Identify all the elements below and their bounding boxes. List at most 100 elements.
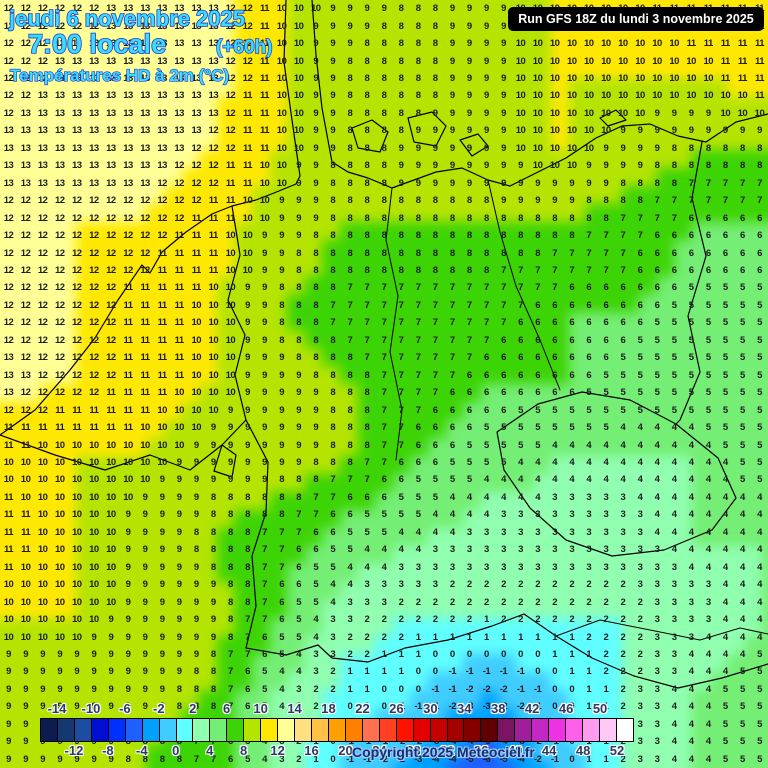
field-cell (23, 114, 41, 132)
field-cell (322, 78, 340, 96)
field-cell (586, 0, 604, 6)
field-cell (551, 582, 569, 600)
temp-value: 8 (364, 38, 370, 50)
temp-value: 11 (208, 230, 219, 242)
field-cell (480, 636, 499, 654)
field-cell (498, 114, 516, 132)
temp-value: 12 (89, 334, 99, 346)
temp-value: 9 (296, 160, 302, 172)
field-cell (23, 312, 41, 330)
temp-value: 12 (72, 369, 82, 381)
scale-label-bottom: 40 (507, 743, 523, 758)
field-cell (692, 402, 710, 420)
field-cell (357, 636, 376, 654)
scale-label-bottom: 20 (338, 743, 353, 758)
field-cell (762, 690, 768, 708)
field-cell (23, 600, 41, 618)
field-cell (0, 276, 6, 294)
temp-value: 8 (330, 352, 336, 364)
field-cell (181, 24, 200, 42)
temp-value: 12 (89, 3, 99, 15)
temp-value: 5 (757, 282, 762, 294)
temp-value: 1 (432, 631, 438, 643)
temp-value: 2 (313, 701, 319, 713)
temp-value: 3 (671, 631, 677, 643)
temp-value: 12 (37, 247, 48, 259)
field-cell (111, 474, 129, 492)
field-cell (322, 456, 340, 474)
field-cell (23, 60, 41, 78)
temp-value: 12 (20, 387, 31, 399)
temp-value: 12 (37, 212, 48, 224)
field-cell (445, 600, 464, 618)
temp-value: 10 (54, 509, 65, 521)
temp-value: 2 (518, 596, 523, 608)
temp-value: 7 (415, 352, 421, 364)
field-cell (762, 636, 768, 654)
temp-value: 13 (174, 38, 184, 50)
temp-value: 4 (688, 666, 694, 678)
temp-value: 10 (225, 317, 236, 329)
temp-value: 6 (552, 387, 558, 399)
field-cell (234, 60, 252, 78)
field-cell (128, 294, 147, 312)
scale-label-top: 10 (253, 701, 268, 716)
field-cell (76, 132, 94, 150)
temp-value: 7 (671, 195, 677, 207)
field-cell (40, 582, 59, 600)
temp-value: 4 (586, 474, 592, 486)
field-cell (0, 222, 6, 240)
field-cell (762, 150, 768, 168)
field-cell (164, 312, 182, 330)
field-cell (568, 744, 587, 762)
temp-value: 8 (381, 125, 387, 137)
temp-value: 3 (535, 526, 540, 538)
temp-value: 4 (705, 561, 711, 573)
temp-value: 10 (566, 55, 577, 67)
temp-value: 10 (20, 491, 31, 503)
field-cell (392, 600, 411, 618)
field-cell (322, 402, 340, 420)
temp-value: 12 (54, 369, 65, 381)
scale-label-top: 2 (189, 701, 197, 716)
temp-value: 11 (174, 352, 185, 364)
temp-value: 9 (142, 614, 148, 626)
temp-value: 9 (245, 334, 250, 346)
temp-value: 8 (415, 90, 421, 102)
field-cell (463, 474, 481, 492)
field-cell (656, 456, 675, 474)
field-cell (709, 510, 728, 528)
temp-value: 5 (535, 404, 540, 416)
temp-value: 4 (671, 509, 677, 521)
field-cell (76, 96, 94, 114)
field-cell (762, 528, 768, 546)
temp-value: 6 (279, 614, 284, 626)
temp-value: 11 (21, 422, 31, 434)
map-time-title: 7:00 locale (27, 28, 167, 60)
temp-value: 9 (108, 666, 114, 678)
temp-value: 10 (549, 107, 560, 119)
temp-value: 7 (739, 177, 745, 189)
field-cell (58, 672, 76, 690)
field-cell (516, 690, 534, 708)
temp-value: 9 (6, 753, 11, 765)
temp-value: 12 (54, 230, 65, 242)
temp-value: 4 (535, 491, 540, 503)
field-cell (146, 186, 164, 204)
temp-value: 5 (757, 666, 762, 678)
field-cell (287, 186, 305, 204)
field-cell (93, 744, 112, 762)
temp-value: 10 (191, 299, 202, 311)
field-cell (111, 636, 129, 654)
temp-value: 12 (123, 230, 133, 242)
temp-value: 8 (347, 212, 353, 224)
field-cell (128, 582, 147, 600)
temp-value: 3 (654, 666, 660, 678)
field-cell (709, 168, 728, 186)
temp-value: 6 (620, 317, 626, 329)
field-cell (128, 690, 147, 708)
field-cell (0, 690, 6, 708)
temp-value: 11 (21, 439, 31, 451)
temp-value: 9 (296, 404, 302, 416)
